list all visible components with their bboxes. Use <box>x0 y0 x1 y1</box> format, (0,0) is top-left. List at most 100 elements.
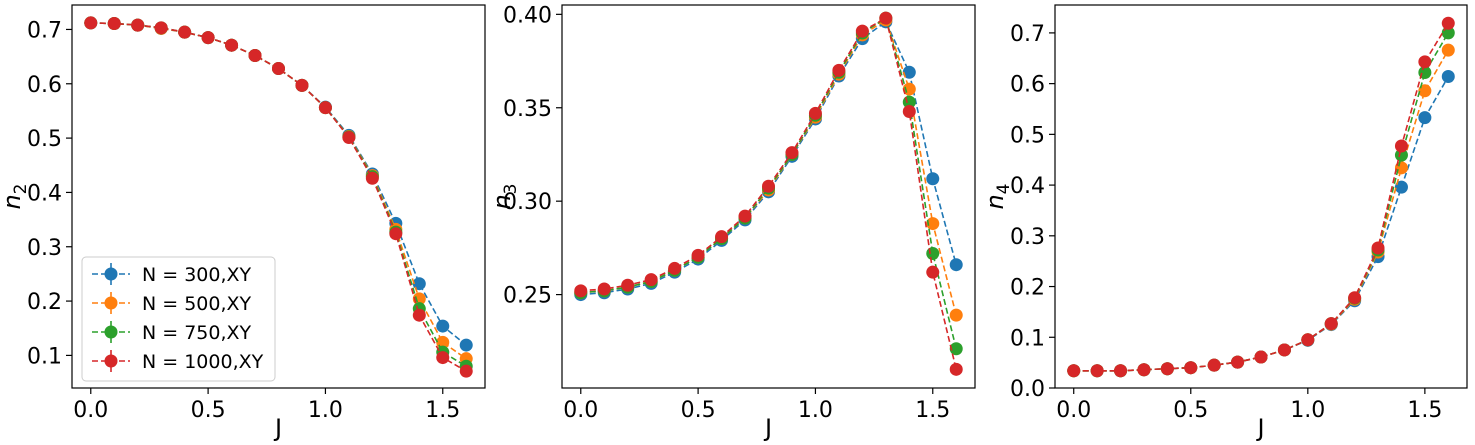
data-point <box>644 273 658 287</box>
data-point <box>949 258 963 272</box>
legend-item: N = 1000,XY <box>92 350 264 373</box>
legend-label: N = 1000,XY <box>142 351 264 373</box>
data-point <box>597 282 611 296</box>
x-tick-label: 1.0 <box>798 398 833 423</box>
data-point <box>1090 364 1104 378</box>
series-line-2 <box>1073 49 1449 372</box>
data-point <box>295 78 309 92</box>
x-tick-label: 1.5 <box>915 398 950 423</box>
data-point <box>365 171 379 185</box>
chart-panel-3: 0.0 0.5 1.0 1.5 0.0 0.1 0.2 0.3 0.4 0.5 0.6 0.7 Jn4 <box>981 4 1468 442</box>
x-tick-label: 0.0 <box>73 398 108 423</box>
data-point <box>178 25 192 39</box>
data-point <box>154 21 168 35</box>
data-point <box>926 217 940 231</box>
data-point <box>1441 70 1455 84</box>
y-tick-label: 0.6 <box>27 73 62 98</box>
x-tick-label: 0.5 <box>1173 398 1208 423</box>
data-point <box>902 104 916 118</box>
data-point <box>248 49 262 63</box>
data-point <box>272 62 285 76</box>
legend-item: N = 500,XY <box>92 292 252 315</box>
data-point <box>1348 291 1362 305</box>
x-tick-label: 0.0 <box>1056 398 1091 423</box>
chart-panel-1: 0.0 0.5 1.0 1.5 0.1 0.2 0.3 0.4 0.5 0.6 0.7 Jn2 N = … <box>0 4 486 442</box>
y-tick-label: 0.5 <box>27 127 62 152</box>
plot-frame <box>71 4 486 389</box>
legend-label: N = 300,XY <box>142 264 252 286</box>
series-line-1 <box>580 20 957 296</box>
x-axis-label: J <box>1255 414 1264 442</box>
legend-box <box>81 256 276 382</box>
data-point <box>621 278 635 292</box>
y-axis-label: n2 <box>0 183 31 209</box>
data-point <box>436 319 450 333</box>
series-line-1 <box>90 22 467 346</box>
data-point <box>131 18 145 32</box>
data-point <box>855 24 869 38</box>
y-axis-label: n4 <box>981 183 1014 209</box>
data-point <box>225 38 239 52</box>
data-point <box>715 230 729 244</box>
data-point <box>808 106 822 120</box>
data-point <box>318 101 332 115</box>
data-point <box>1441 43 1455 57</box>
data-point <box>1114 364 1128 378</box>
x-tick-label: 1.0 <box>1290 398 1325 423</box>
data-point <box>389 227 403 241</box>
data-point <box>926 172 940 186</box>
y-tick-label: 0.2 <box>27 290 62 315</box>
data-point <box>949 342 963 356</box>
data-point <box>84 16 98 30</box>
data-point <box>1277 343 1291 357</box>
legend-label: N = 750,XY <box>142 322 252 344</box>
data-point <box>1418 55 1432 69</box>
y-tick-label: 0.1 <box>1010 326 1045 351</box>
series-line-1 <box>1073 76 1449 372</box>
data-point <box>1067 364 1081 378</box>
data-point <box>832 63 846 77</box>
y-tick-label: 0.7 <box>27 18 62 43</box>
data-point <box>436 351 450 365</box>
data-point <box>949 308 963 322</box>
data-point <box>879 11 893 25</box>
data-point <box>1371 241 1385 255</box>
plot-frame <box>561 4 976 389</box>
y-axis-label: n3 <box>488 183 521 209</box>
y-tick-label: 0.1 <box>27 344 62 369</box>
series-line-4 <box>1073 22 1449 372</box>
data-point <box>949 362 963 376</box>
data-point <box>1184 361 1198 375</box>
data-point <box>1207 358 1221 372</box>
data-point <box>1160 362 1174 376</box>
data-point <box>201 31 215 45</box>
y-tick-label: 0.3 <box>1010 225 1045 250</box>
data-point <box>1301 333 1315 347</box>
x-tick-label: 0.0 <box>563 398 598 423</box>
y-tick-label: 0.3 <box>27 236 62 261</box>
x-tick-label: 0.5 <box>191 398 226 423</box>
data-point <box>574 284 588 298</box>
data-point <box>342 131 356 145</box>
data-point <box>1418 84 1432 98</box>
data-point <box>926 265 940 279</box>
y-tick-label: 0.7 <box>1010 22 1045 47</box>
data-point <box>1137 363 1151 377</box>
data-point <box>1254 350 1268 364</box>
x-tick-label: 1.5 <box>425 398 460 423</box>
y-tick-label: 0.2 <box>1010 276 1045 301</box>
data-point <box>762 179 775 193</box>
y-tick-label: 0.4 <box>1010 174 1045 199</box>
data-point <box>902 65 916 79</box>
x-tick-label: 0.5 <box>681 398 716 423</box>
y-tick-label: 0.6 <box>1010 73 1045 98</box>
data-point <box>1394 180 1408 194</box>
legend-label: N = 500,XY <box>142 293 252 315</box>
data-point <box>668 261 682 275</box>
data-point <box>459 338 473 352</box>
data-point <box>1324 317 1338 331</box>
x-tick-label: 1.0 <box>308 398 343 423</box>
x-axis-label: J <box>763 414 772 442</box>
series-line-3 <box>90 22 467 367</box>
data-point <box>412 308 426 322</box>
